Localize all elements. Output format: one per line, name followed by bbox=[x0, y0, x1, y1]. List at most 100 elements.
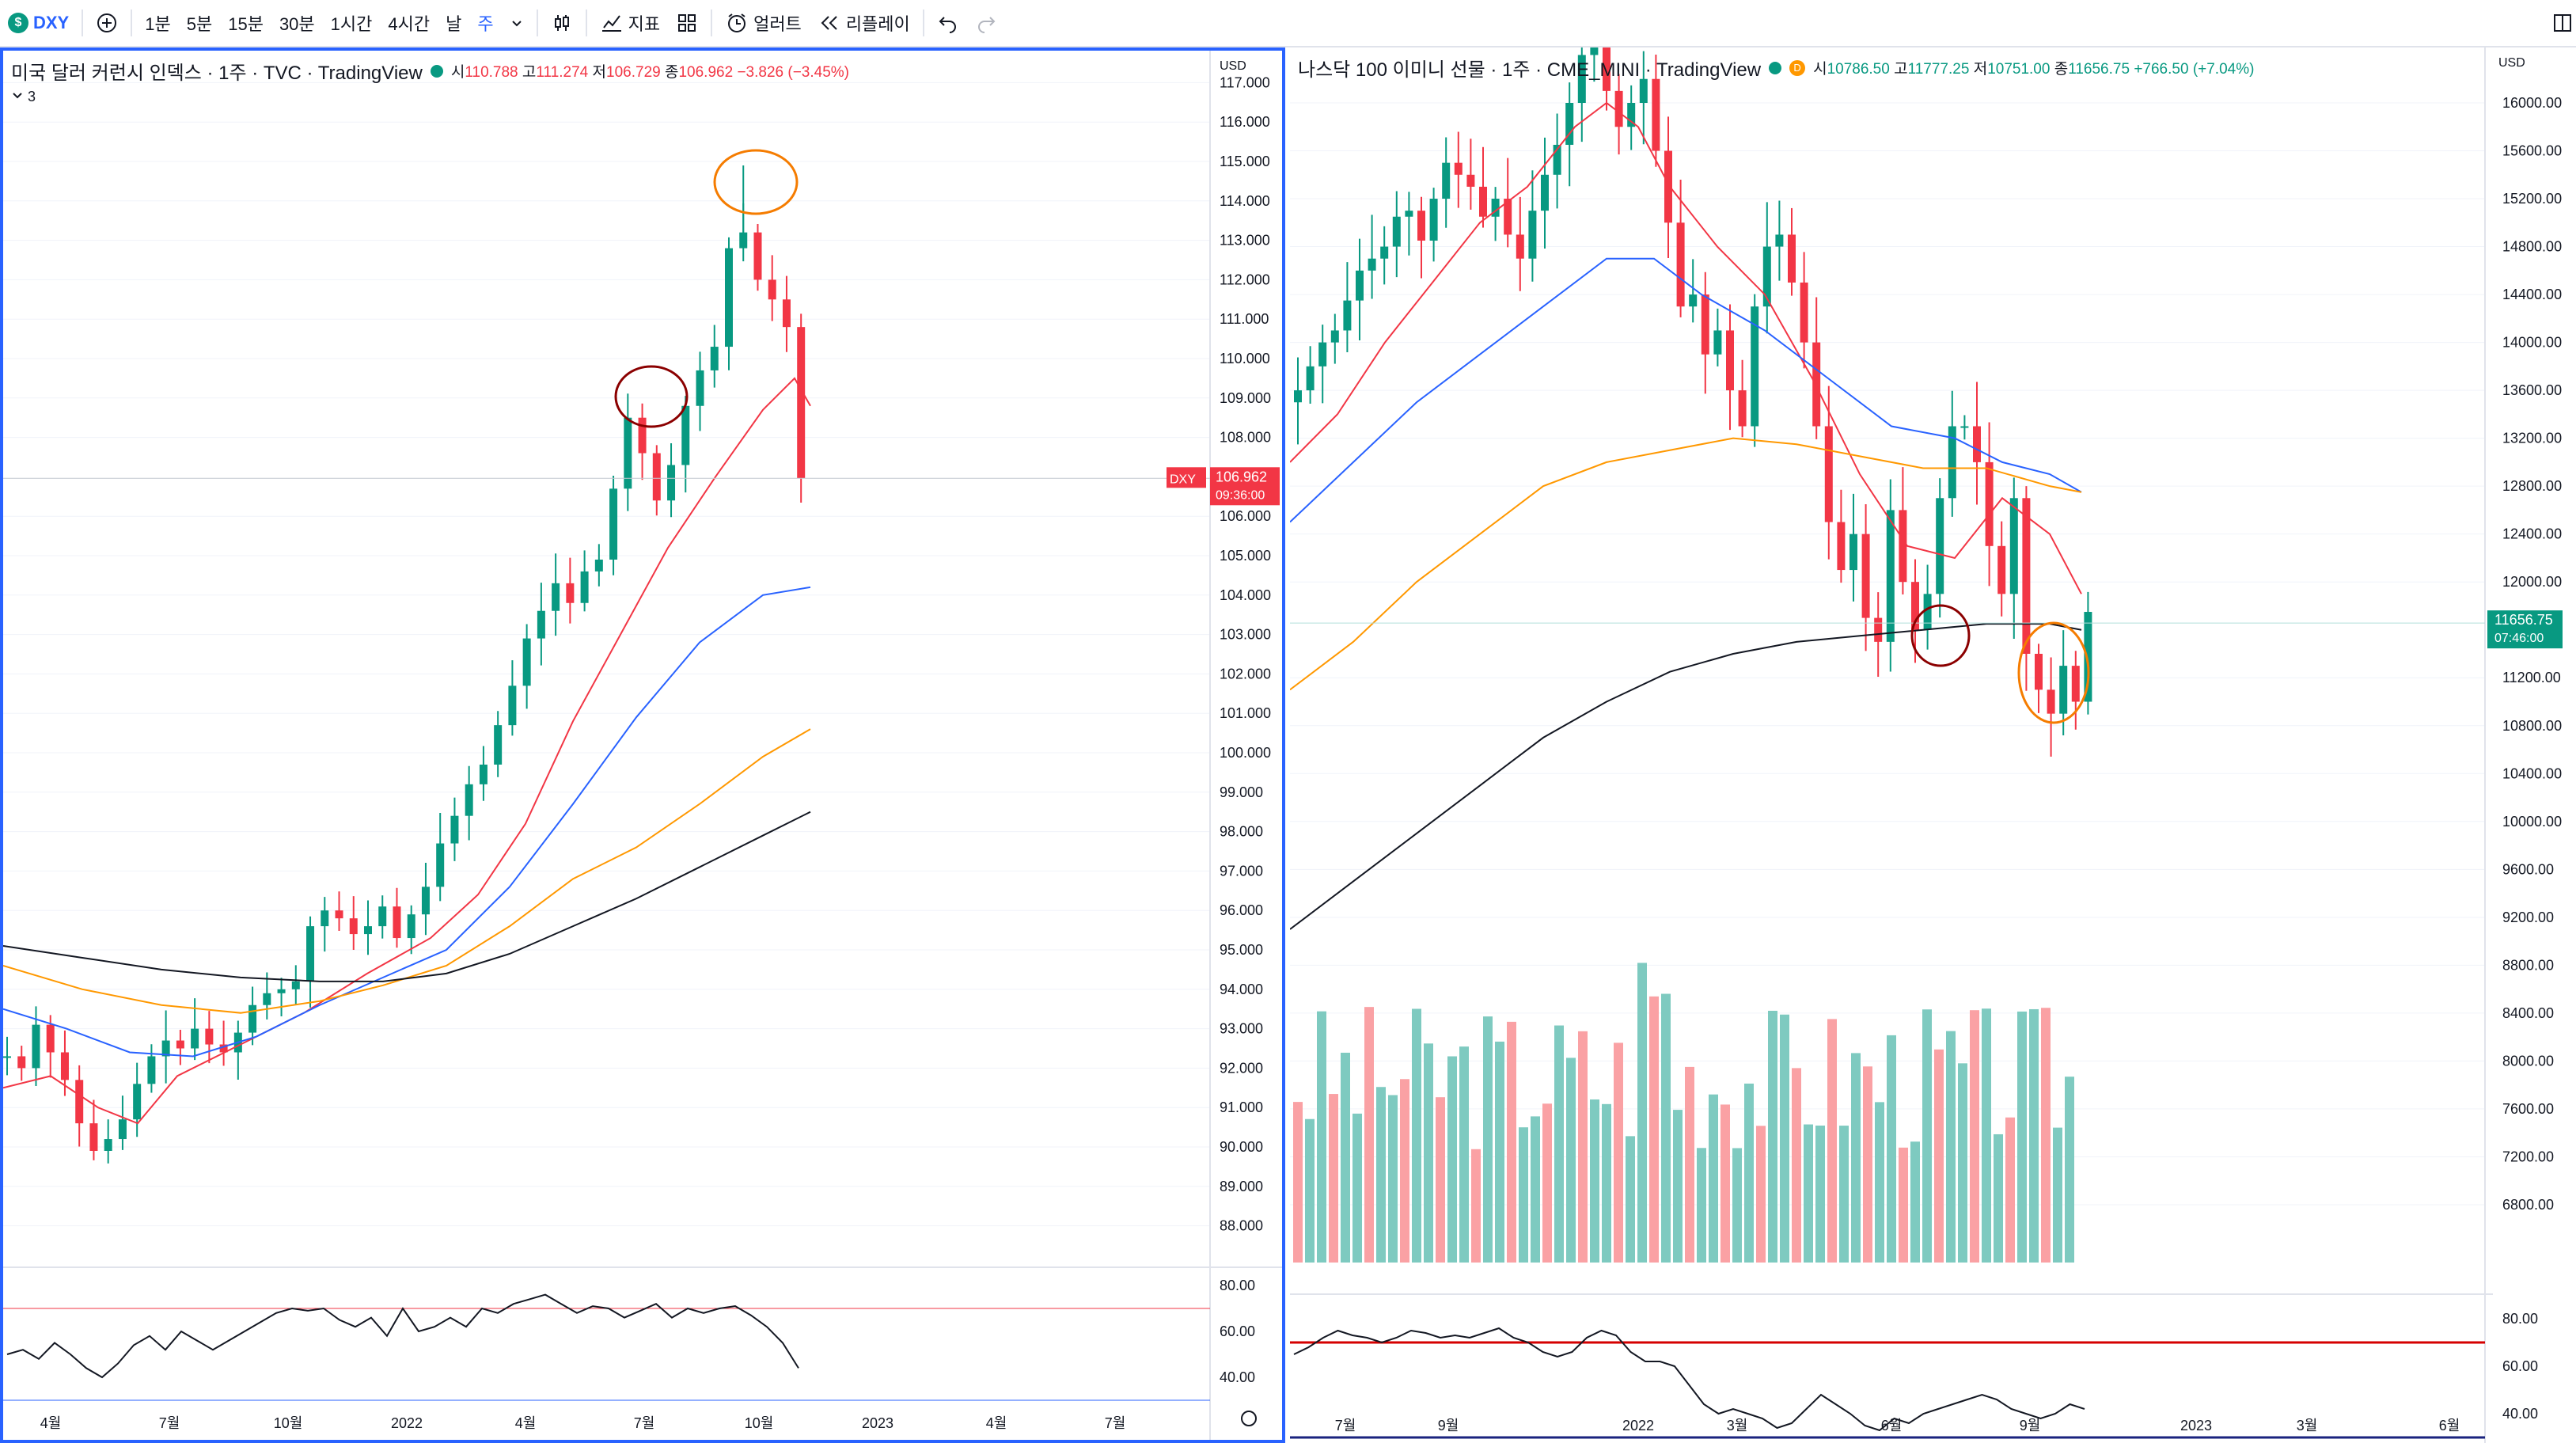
price-tick-label: 9600.00 bbox=[2502, 861, 2554, 877]
price-tick-label: 95.000 bbox=[1220, 942, 1263, 958]
dxy-chart-title[interactable]: 미국 달러 커런시 인덱스 · 1주 · TVC · TradingView bbox=[11, 63, 423, 84]
volume-bar bbox=[2029, 1008, 2039, 1263]
candle-body bbox=[407, 914, 415, 939]
top-toolbar: $ DXY 1분 5분 15분 30분 1시간 4시간 날 주 지표 얼러트 리플레이 bbox=[0, 0, 2576, 47]
candle-body bbox=[1726, 330, 1734, 391]
volume-bar bbox=[1792, 1068, 1801, 1263]
interval-5분[interactable]: 5분 bbox=[186, 14, 213, 34]
undo-button[interactable] bbox=[929, 0, 967, 46]
volume-bar bbox=[1899, 1147, 1908, 1263]
volume-bar bbox=[1352, 1113, 1362, 1263]
time-tick-label: 2023 bbox=[2180, 1418, 2212, 1434]
candle-body bbox=[753, 232, 762, 280]
interval-15분[interactable]: 15분 bbox=[228, 14, 264, 34]
interval-1분[interactable]: 1분 bbox=[145, 14, 171, 34]
candle-body bbox=[2047, 689, 2055, 714]
ema-fast-line bbox=[3, 377, 811, 1125]
interval-4시간[interactable]: 4시간 bbox=[388, 14, 431, 34]
price-tick-label: 92.000 bbox=[1220, 1060, 1263, 1076]
interval-30분[interactable]: 30분 bbox=[279, 14, 315, 34]
candle-body bbox=[1911, 582, 1919, 630]
candle-body bbox=[248, 1004, 257, 1033]
currency-label: USD bbox=[1220, 59, 1246, 73]
candle-body bbox=[1948, 426, 1956, 499]
nq-chart-canvas[interactable]: USD 16000.00 15600.00 15200.00 14800.00 14400… bbox=[1290, 47, 2576, 1443]
volume-bar bbox=[1400, 1079, 1409, 1263]
alarm-clock-icon bbox=[728, 13, 746, 32]
market-open-icon bbox=[430, 64, 443, 78]
candle-body bbox=[133, 1084, 142, 1120]
candle-body bbox=[537, 610, 545, 639]
candle-body bbox=[552, 583, 560, 611]
volume-bar bbox=[1554, 1025, 1564, 1263]
compare-button[interactable] bbox=[88, 0, 126, 46]
osc-tick-label: 60.00 bbox=[2502, 1358, 2538, 1374]
candle-body bbox=[710, 347, 719, 370]
price-tick-label: 13200.00 bbox=[2502, 431, 2562, 446]
toolbar-divider bbox=[536, 9, 538, 36]
alert-button[interactable]: 얼러트 bbox=[717, 0, 810, 46]
volume-bar bbox=[1732, 1148, 1742, 1263]
symbol-search-button[interactable]: $ DXY bbox=[0, 0, 77, 46]
price-tick-label: 9200.00 bbox=[2502, 909, 2554, 925]
candle-body bbox=[652, 453, 661, 501]
candle-body bbox=[393, 906, 401, 939]
volume-bar bbox=[1756, 1126, 1766, 1263]
candle-body bbox=[161, 1040, 170, 1057]
candle-body bbox=[2084, 612, 2092, 702]
chart-type-button[interactable] bbox=[543, 0, 581, 46]
ema-mid-line bbox=[1290, 257, 2082, 523]
volume-bar bbox=[1946, 1031, 1956, 1263]
candle-body bbox=[1429, 199, 1438, 241]
candle-body bbox=[147, 1056, 156, 1084]
dxy-chart-pane[interactable]: USD 117.000 116.000 115.000 114.000 113.000 11… bbox=[0, 47, 1285, 1443]
redo-icon bbox=[977, 17, 996, 33]
redo-button[interactable] bbox=[967, 0, 1005, 46]
indicators-button[interactable]: 지표 bbox=[592, 0, 668, 46]
interval-주[interactable]: 주 bbox=[477, 14, 494, 34]
volume-bar bbox=[1661, 993, 1671, 1263]
interval-dropdown-button[interactable] bbox=[502, 0, 532, 46]
fullscreen-button[interactable] bbox=[2544, 0, 2576, 46]
candle-body bbox=[118, 1119, 127, 1140]
time-tick-label: 2022 bbox=[1622, 1418, 1654, 1434]
sma-long-line bbox=[3, 811, 811, 982]
interval-날[interactable]: 날 bbox=[446, 14, 462, 34]
price-tick-label: 89.000 bbox=[1220, 1179, 1263, 1194]
price-tick-label: 14400.00 bbox=[2502, 287, 2562, 302]
ema-fast-line bbox=[1290, 101, 2082, 594]
time-tick-label: 3월 bbox=[2297, 1418, 2318, 1434]
candle-body bbox=[580, 571, 589, 603]
candle-body bbox=[1639, 78, 1648, 103]
candle-body bbox=[566, 583, 575, 603]
layouts-button[interactable] bbox=[668, 0, 706, 46]
ema-slow-line bbox=[1290, 437, 2082, 691]
last-price-tag-bg bbox=[2487, 610, 2563, 649]
interval-1시간[interactable]: 1시간 bbox=[330, 14, 373, 34]
candle-body bbox=[1405, 211, 1413, 217]
candle-body bbox=[1738, 390, 1747, 427]
indicator-count: 3 bbox=[28, 89, 36, 104]
settings-gear-icon[interactable] bbox=[1241, 1411, 1257, 1426]
candle-body bbox=[2059, 666, 2068, 714]
candle-body bbox=[1751, 306, 1759, 427]
candle-body bbox=[1874, 617, 1883, 642]
replay-button[interactable]: 리플레이 bbox=[810, 0, 918, 46]
last-price-tag: 106.962 bbox=[1216, 469, 1267, 484]
candle-body bbox=[1960, 426, 1969, 428]
candle-body bbox=[1652, 78, 1660, 151]
indicator-collapse-button[interactable]: 3 bbox=[11, 89, 36, 105]
volume-bar bbox=[1341, 1052, 1350, 1263]
candle-body bbox=[1565, 103, 1574, 145]
candle-body bbox=[349, 918, 358, 935]
volume-bar bbox=[1697, 1148, 1706, 1263]
nq-chart-title[interactable]: 나스닥 100 이미니 선물 · 1주 · CME_MINI · Trading… bbox=[1298, 59, 1762, 81]
volume-bar bbox=[1922, 1009, 1932, 1263]
candle-body bbox=[1837, 522, 1846, 571]
nq-ohlc: 시10786.50 고11777.25 저10751.00 종11656.75 … bbox=[1813, 61, 2255, 78]
osc-tick-label: 80.00 bbox=[2502, 1311, 2538, 1327]
highlight-ellipse bbox=[713, 149, 799, 215]
gear-ring bbox=[1241, 1411, 1257, 1426]
nq-chart-pane[interactable]: USD 16000.00 15600.00 15200.00 14800.00 14400… bbox=[1290, 47, 2576, 1443]
